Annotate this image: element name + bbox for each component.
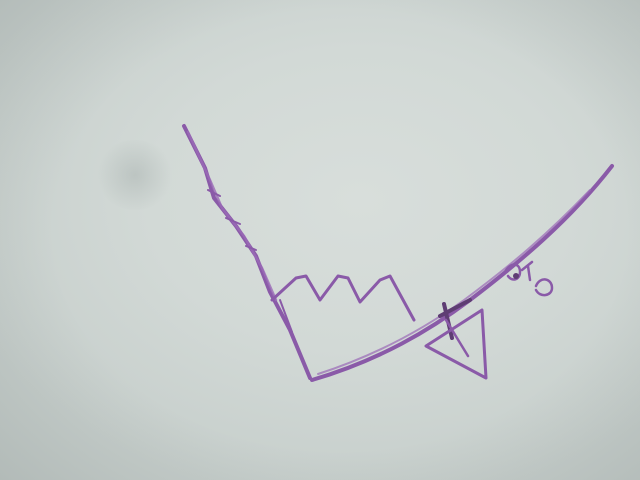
- squiggle-symbol: [503, 260, 554, 297]
- zigzag-drop-line: [279, 299, 293, 333]
- zigzag-ridge-line: [270, 274, 416, 322]
- triangle-fulcrum: [424, 308, 488, 380]
- baseline-curve-double: [317, 189, 591, 375]
- board-smudge: [95, 140, 175, 210]
- triangle-inner-line: [444, 318, 470, 358]
- squiggle-dot: [513, 273, 519, 279]
- left-slope-hatch: [207, 189, 257, 251]
